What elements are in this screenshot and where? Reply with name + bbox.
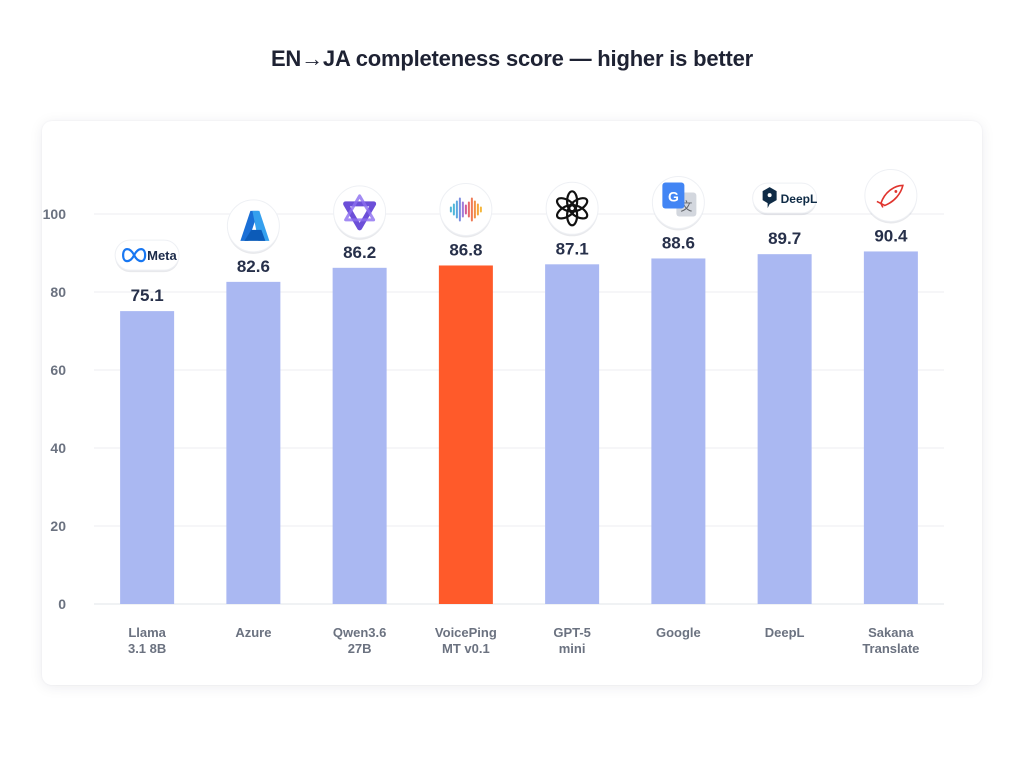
meta-logo-icon: Meta [114,239,180,273]
voiceping-wave-bar [479,206,482,213]
data-label: 75.1 [131,286,164,305]
data-label: 86.2 [343,243,376,262]
x-tick-label: Llama [128,625,166,640]
x-tick-label: mini [559,641,586,656]
google-translate-logo-icon: 文G [651,175,705,231]
chart-title: EN→JA completeness score — higher is bet… [270,46,754,71]
y-tick-label: 40 [50,440,66,456]
x-tick-label: 3.1 8B [128,641,166,656]
voiceping-wave-bar [449,206,452,213]
deepl-mark-glyph [762,187,777,209]
logo-badge [114,239,180,271]
y-tick-label: 60 [50,362,66,378]
sakana-fish-body [879,184,904,207]
bar [438,265,493,604]
data-label: 90.4 [874,226,908,245]
x-tick-label: 27B [348,641,372,656]
y-tick-label: 0 [58,596,66,612]
openai-logo-icon [545,181,599,237]
chart-card: 0 20 40 60 80 100 75.1 Llama 3.1 8B Meta 82.6 Azure… [42,121,982,685]
deepl-dot [767,193,772,198]
data-label: 88.6 [662,233,695,252]
x-tick-label: Qwen3.6 [333,625,386,640]
voiceping-wave-bar [467,201,470,218]
voiceping-wave-bar [470,197,473,222]
data-label: 82.6 [237,257,270,276]
data-label: 89.7 [768,229,801,248]
meta-logo-text: Meta [147,248,177,263]
azure-logo-icon [226,199,280,254]
data-label: 87.1 [556,239,589,258]
voiceping-logo-icon [439,182,493,238]
meta-infinity-glyph [122,248,147,263]
sakana-logo-icon [864,168,918,224]
x-tick-label: DeepL [765,625,805,640]
azure-base [244,229,266,241]
translate-front-card [662,182,685,209]
bar [545,264,600,604]
bar [332,267,387,604]
voiceping-wave-bar [473,200,476,219]
data-label: 86.8 [449,240,482,259]
azure-right-stroke [252,210,270,241]
bar [863,251,918,604]
bar [757,254,812,605]
voiceping-wave-bar [476,203,479,216]
x-tick-label: Translate [862,641,919,656]
logo-badge [333,185,387,239]
qwen-triangle-inner [344,194,376,222]
openai-petal [555,197,577,213]
x-tick-label: MT v0.1 [442,641,490,656]
x-tick-label: VoicePing [435,625,497,640]
voiceping-wave-bar [464,204,467,215]
qwen-triangle [343,201,377,231]
x-tick-label: Google [656,625,701,640]
deepl-logo-icon: DeepL [752,182,818,216]
bar [651,258,706,604]
translate-g-glyph: G [668,188,679,204]
qwen-logo-icon [333,185,387,240]
voiceping-wave-bar [458,197,461,222]
voiceping-wave-bar [452,203,455,216]
logo-badge [864,168,918,222]
y-tick-label: 100 [43,206,67,222]
sakana-fish-eye [894,190,898,193]
y-tick-label: 20 [50,518,66,534]
deepl-logo-text: DeepL [781,192,818,206]
x-tick-label: Azure [235,625,271,640]
voiceping-wave-bar [455,200,458,219]
y-tick-label: 80 [50,284,66,300]
sakana-fish-tail [876,200,884,208]
x-tick-label: Sakana [868,625,914,640]
voiceping-wave-bar [461,201,464,218]
logo-badge [545,181,599,235]
bar [226,281,281,604]
x-tick-label: GPT-5 [553,625,591,640]
bar [120,311,175,604]
